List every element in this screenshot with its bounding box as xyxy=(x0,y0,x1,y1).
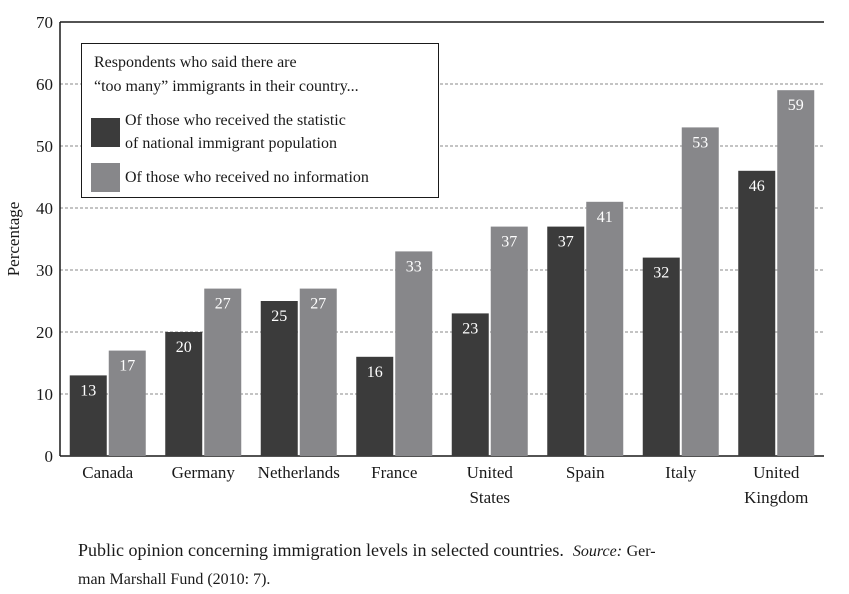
x-tick-label: Spain xyxy=(566,463,605,482)
legend-swatch-no-information xyxy=(91,163,120,192)
legend-label-statistic: Of those who received the statistic of n… xyxy=(125,112,346,152)
y-tick-label: 40 xyxy=(36,199,53,218)
bar-value-label: 16 xyxy=(367,364,383,381)
x-tick-label: United xyxy=(753,463,800,482)
bar-value-label: 37 xyxy=(501,234,517,251)
caption-text: Public opinion concerning immigration le… xyxy=(78,540,564,560)
legend-title-line-2: “too many” immigrants in their country..… xyxy=(94,78,359,95)
caption-source-line-2: man Marshall Fund (2010: 7). xyxy=(78,571,271,588)
bar-value-label: 27 xyxy=(215,296,231,313)
y-tick-label: 60 xyxy=(36,75,53,94)
bar-value-label: 25 xyxy=(271,308,287,325)
bar-value-label: 59 xyxy=(788,97,804,114)
bar-statistic xyxy=(642,257,680,456)
bar-value-label: 41 xyxy=(597,209,613,226)
y-tick-label: 70 xyxy=(36,13,53,32)
y-axis-label: Percentage xyxy=(4,202,23,277)
bar-no-information xyxy=(108,350,146,456)
x-tick-label: Netherlands xyxy=(258,463,340,482)
bar-statistic xyxy=(451,313,489,456)
bar-no-information xyxy=(777,90,815,456)
bar-statistic xyxy=(69,375,107,456)
bar-statistic xyxy=(165,332,203,456)
y-tick-label: 30 xyxy=(36,261,53,280)
bar-statistic xyxy=(738,170,776,457)
x-tick-label: Germany xyxy=(172,463,236,482)
bar-statistic xyxy=(547,226,585,456)
legend-title: Respondents who said there are “too many… xyxy=(94,51,359,99)
bar-no-information xyxy=(586,201,624,456)
bar-value-label: 20 xyxy=(176,339,192,356)
y-tick-label: 10 xyxy=(36,385,53,404)
bar-value-label: 23 xyxy=(462,320,478,337)
bar-value-label: 46 xyxy=(749,178,765,195)
x-tick-label: Canada xyxy=(82,463,133,482)
y-tick-label: 20 xyxy=(36,323,53,342)
bar-no-information xyxy=(490,226,528,456)
bar-statistic xyxy=(260,301,298,456)
x-tick-label: Kingdom xyxy=(744,488,808,507)
x-tick-label: States xyxy=(469,488,510,507)
bar-value-label: 32 xyxy=(653,265,669,282)
x-tick-label: United xyxy=(467,463,514,482)
x-tick-label: Italy xyxy=(665,463,697,482)
legend-swatch-statistic xyxy=(91,118,120,147)
bar-value-label: 33 xyxy=(406,258,422,275)
y-tick-label: 0 xyxy=(45,447,54,466)
bar-value-label: 37 xyxy=(558,234,574,251)
legend: Respondents who said there are “too many… xyxy=(81,43,439,198)
bar-no-information xyxy=(299,288,337,456)
bar-no-information xyxy=(395,251,433,456)
bar-no-information xyxy=(204,288,242,456)
y-tick-label: 50 xyxy=(36,137,53,156)
bar-value-label: 13 xyxy=(80,382,96,399)
legend-title-line-1: Respondents who said there are xyxy=(94,54,297,71)
legend-label-no-information: Of those who received no information xyxy=(125,169,369,186)
caption-source-line-1: Ger- xyxy=(626,543,656,560)
bar-value-label: 27 xyxy=(310,296,326,313)
caption-source-label: Source: xyxy=(572,543,623,560)
bar-value-label: 53 xyxy=(692,134,708,151)
figure-caption: Public opinion concerning immigration le… xyxy=(78,536,848,594)
bar-no-information xyxy=(681,127,719,457)
bar-statistic xyxy=(356,356,394,456)
x-tick-label: France xyxy=(371,463,417,482)
bar-value-label: 17 xyxy=(119,358,135,375)
